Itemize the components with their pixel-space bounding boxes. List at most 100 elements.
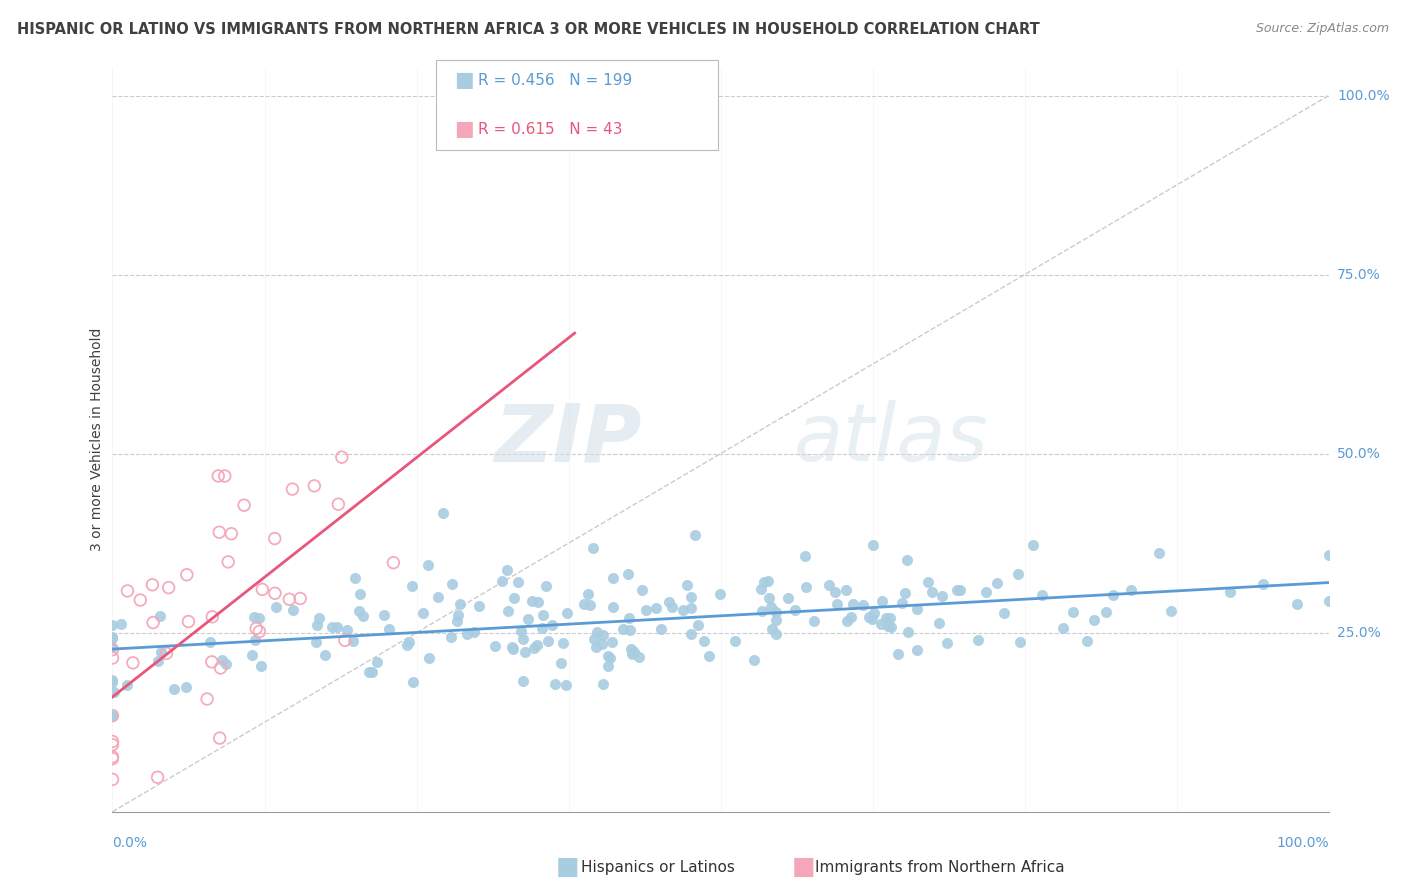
Point xyxy=(101,640,124,654)
Point xyxy=(894,585,917,599)
Point xyxy=(761,622,783,636)
Point xyxy=(101,708,124,723)
Point xyxy=(612,622,634,636)
Point xyxy=(531,608,554,623)
Point xyxy=(101,651,124,665)
Point xyxy=(512,673,534,688)
Point xyxy=(484,639,506,653)
Point xyxy=(214,469,236,483)
Point xyxy=(304,635,326,649)
Text: Immigrants from Northern Africa: Immigrants from Northern Africa xyxy=(815,860,1066,874)
Point xyxy=(101,843,124,857)
Text: ■: ■ xyxy=(555,855,579,879)
Point xyxy=(803,614,825,628)
Point xyxy=(512,632,534,646)
Point xyxy=(860,612,883,626)
Point xyxy=(503,591,526,605)
Text: ■: ■ xyxy=(454,70,474,90)
Point xyxy=(1095,605,1118,619)
Point xyxy=(513,645,536,659)
Point xyxy=(117,583,139,598)
Point xyxy=(1010,635,1032,649)
Text: Source: ZipAtlas.com: Source: ZipAtlas.com xyxy=(1256,22,1389,36)
Point xyxy=(880,619,903,633)
Text: 0.0%: 0.0% xyxy=(112,836,148,849)
Point xyxy=(616,566,638,581)
Point xyxy=(101,630,124,644)
Point xyxy=(245,622,267,636)
Point xyxy=(896,553,918,567)
Text: 50.0%: 50.0% xyxy=(1337,447,1381,460)
Point xyxy=(101,673,124,687)
Point xyxy=(598,659,620,673)
Point xyxy=(688,618,710,632)
Point xyxy=(491,574,513,588)
Point xyxy=(432,506,454,520)
Point xyxy=(574,597,596,611)
Point xyxy=(550,657,572,671)
Point xyxy=(247,610,270,624)
Point xyxy=(305,618,328,632)
Point xyxy=(252,582,274,597)
Point xyxy=(921,585,943,599)
Point xyxy=(870,594,893,608)
Point xyxy=(441,576,464,591)
Point xyxy=(326,620,349,634)
Point xyxy=(551,636,574,650)
Point xyxy=(176,567,198,582)
Point xyxy=(749,582,772,596)
Text: HISPANIC OR LATINO VS IMMIGRANTS FROM NORTHERN AFRICA 3 OR MORE VEHICLES IN HOUS: HISPANIC OR LATINO VS IMMIGRANTS FROM NO… xyxy=(17,22,1039,37)
Point xyxy=(215,657,238,671)
Point xyxy=(217,555,239,569)
Point xyxy=(242,648,264,663)
Point xyxy=(875,611,897,625)
Point xyxy=(321,620,343,634)
Point xyxy=(122,656,145,670)
Point xyxy=(862,538,884,552)
Point xyxy=(247,624,270,639)
Point xyxy=(658,594,681,608)
Point xyxy=(582,541,605,555)
Text: ■: ■ xyxy=(454,120,474,139)
Point xyxy=(592,628,614,642)
Point xyxy=(101,738,124,752)
Point xyxy=(501,640,523,655)
Point xyxy=(333,633,356,648)
Point xyxy=(628,649,651,664)
Point xyxy=(426,590,449,604)
Point xyxy=(142,615,165,630)
Point xyxy=(697,648,720,663)
Point xyxy=(101,734,124,748)
Point xyxy=(468,599,491,613)
Point xyxy=(523,641,546,656)
Point xyxy=(174,680,197,694)
Point xyxy=(681,600,703,615)
Point xyxy=(101,642,124,657)
Point xyxy=(541,618,564,632)
Point xyxy=(623,645,645,659)
Point xyxy=(129,593,152,607)
Point xyxy=(681,626,703,640)
Point xyxy=(242,609,264,624)
Point xyxy=(200,635,222,649)
Point xyxy=(870,617,893,632)
Point xyxy=(765,605,787,619)
Point xyxy=(905,602,928,616)
Point xyxy=(555,606,578,620)
Point xyxy=(683,528,706,542)
Point xyxy=(931,589,953,603)
Point xyxy=(756,574,779,589)
Point xyxy=(579,599,602,613)
Point xyxy=(177,615,200,629)
Point xyxy=(887,648,910,662)
Point xyxy=(101,631,124,645)
Point xyxy=(751,604,773,618)
Point xyxy=(765,613,787,627)
Point xyxy=(398,635,420,649)
Point xyxy=(1251,576,1274,591)
Point xyxy=(208,525,231,540)
Point xyxy=(456,627,478,641)
Text: 100.0%: 100.0% xyxy=(1277,836,1329,849)
Point xyxy=(636,603,658,617)
Text: R = 0.456   N = 199: R = 0.456 N = 199 xyxy=(478,73,633,87)
